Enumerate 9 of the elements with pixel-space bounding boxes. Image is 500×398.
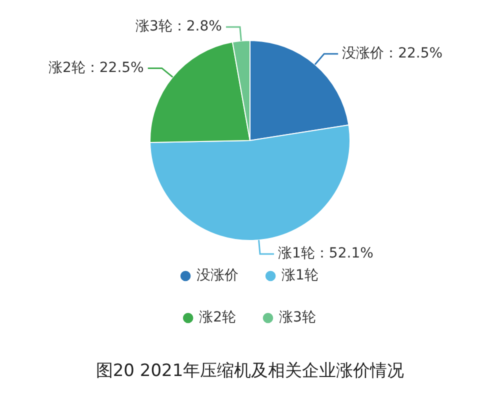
data-label: 涨1轮：52.1%	[278, 246, 374, 262]
legend-label: 涨3轮	[279, 310, 316, 326]
legend-label: 没涨价	[196, 268, 239, 284]
legend-label: 涨1轮	[282, 268, 318, 284]
data-label: 涨3轮：2.8%	[135, 18, 222, 35]
legend-label: 涨2轮	[199, 310, 236, 326]
data-label: 涨2轮：22.5%	[48, 60, 144, 76]
text: 图20 2021年压缩机及相关企业涨价情况	[94, 360, 406, 382]
data-label: 没涨价：22.5%	[342, 46, 443, 62]
